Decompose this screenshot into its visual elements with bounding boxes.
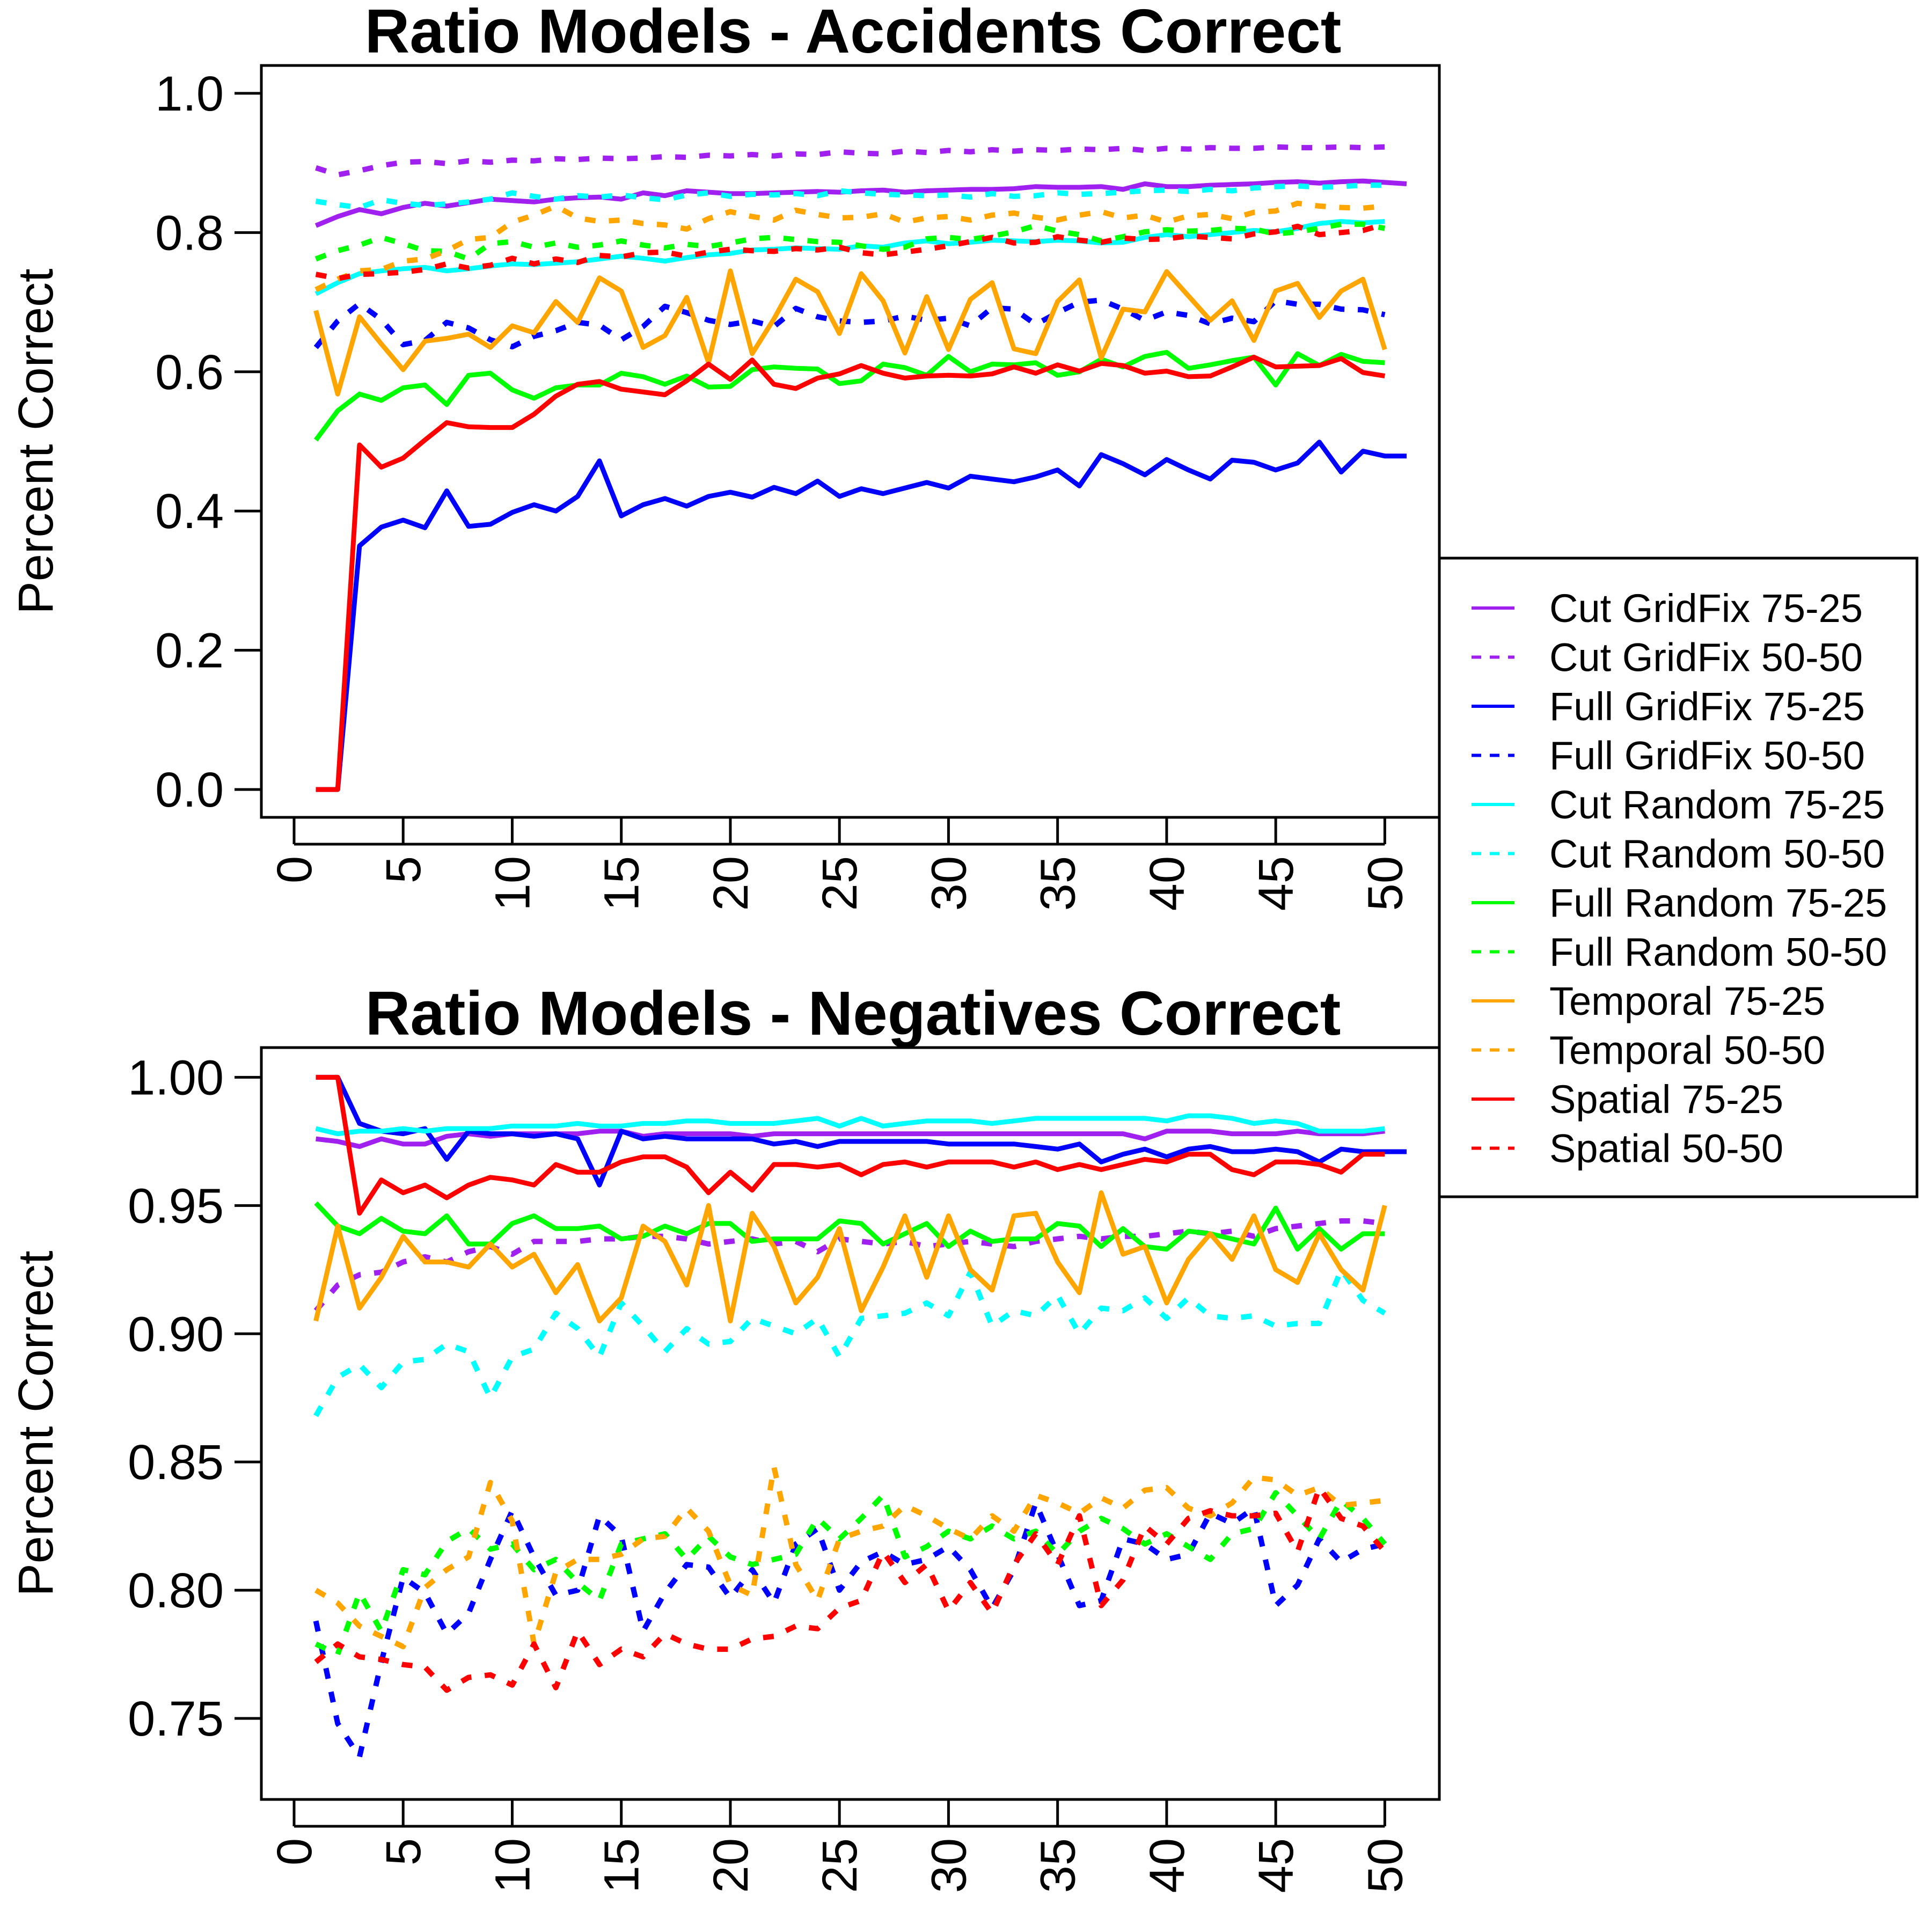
x-tick-label: 10: [485, 1838, 540, 1893]
legend-label-full-random-50-50: Full Random 50-50: [1549, 930, 1887, 975]
legend-label-cut-random-50-50: Cut Random 50-50: [1549, 832, 1885, 876]
series-line-cut-random-50-50: [313, 1267, 1386, 1417]
x-tick-label: 45: [1249, 1838, 1304, 1893]
x-tick-label: 0: [267, 1838, 322, 1865]
legend-label-temporal-75-25: Temporal 75-25: [1549, 979, 1825, 1023]
legend-label-temporal-50-50: Temporal 50-50: [1549, 1028, 1825, 1073]
series-line-full-random-75-25: [313, 350, 1385, 442]
y-axis-label: Percent Correct: [9, 268, 63, 614]
x-tick-label: 5: [376, 856, 431, 883]
series-line-temporal-50-50: [314, 200, 1385, 292]
series-line-spatial-50-50: [315, 221, 1386, 281]
chart-title: Ratio Models - Accidents Correct: [365, 0, 1342, 66]
y-axis-label: Percent Correct: [9, 1250, 63, 1596]
x-tick-label: 20: [704, 856, 758, 911]
x-tick-label: 45: [1249, 856, 1304, 911]
y-tick-label: 0.95: [128, 1179, 224, 1233]
x-tick-label: 30: [921, 1838, 976, 1893]
series-line-full-random-75-25: [314, 1201, 1385, 1252]
y-tick-label: 0.2: [155, 624, 224, 678]
x-tick-label: 35: [1031, 856, 1086, 911]
series-line-temporal-75-25: [313, 1190, 1387, 1323]
x-tick-label: 30: [921, 856, 976, 911]
x-tick-label: 40: [1140, 856, 1195, 911]
y-tick-label: 0.0: [155, 763, 224, 817]
series-line-cut-random-75-25: [315, 1113, 1385, 1137]
x-tick-label: 15: [595, 856, 649, 911]
x-tick-label: 5: [376, 1838, 431, 1865]
x-tick-label: 10: [485, 856, 540, 911]
x-tick-label: 50: [1358, 1838, 1413, 1893]
x-tick-label: 25: [813, 856, 867, 911]
legend-label-full-gridfix-50-50: Full GridFix 50-50: [1549, 734, 1865, 778]
legend-box: [1438, 557, 1919, 1198]
series-group: [313, 1074, 1407, 1760]
series-line-cut-gridfix-75-25: [314, 178, 1407, 228]
x-tick-label: 25: [813, 1838, 867, 1893]
y-tick-label: 1.00: [128, 1050, 224, 1105]
x-tick-label: 50: [1358, 856, 1413, 911]
x-tick-label: 0: [267, 856, 322, 883]
series-line-spatial-75-25: [316, 355, 1386, 792]
x-tick-label: 15: [595, 1838, 649, 1893]
series-line-cut-gridfix-50-50: [315, 144, 1385, 178]
legend-label-cut-gridfix-75-25: Cut GridFix 75-25: [1549, 586, 1863, 631]
legend-label-cut-random-75-25: Cut Random 75-25: [1549, 782, 1885, 827]
legend-label-cut-gridfix-50-50: Cut GridFix 50-50: [1549, 635, 1863, 680]
y-tick-label: 0.90: [128, 1307, 224, 1362]
legend-label-spatial-50-50: Spatial 50-50: [1549, 1126, 1783, 1171]
series-line-full-gridfix-75-25: [316, 1074, 1407, 1188]
series-group: [313, 144, 1407, 792]
y-tick-label: 0.75: [128, 1692, 224, 1746]
series-line-full-gridfix-75-25: [316, 440, 1407, 792]
accidents-correct-chart: Ratio Models - Accidents Correct Percent …: [9, 0, 1441, 911]
y-tick-label: 0.8: [155, 206, 224, 260]
series-line-full-gridfix-50-50: [313, 1500, 1386, 1760]
y-tick-label: 1.0: [155, 67, 224, 121]
series-line-temporal-75-25: [313, 268, 1387, 397]
legend-label-full-gridfix-75-25: Full GridFix 75-25: [1549, 684, 1865, 729]
negatives-correct-chart: Ratio Models - Negatives Correct Percent …: [9, 978, 1441, 1893]
x-tick-label: 35: [1031, 1838, 1086, 1893]
chart-title: Ratio Models - Negatives Correct: [365, 978, 1341, 1048]
y-tick-label: 0.4: [155, 484, 224, 539]
x-tick-label: 40: [1140, 1838, 1195, 1893]
y-tick-label: 0.80: [128, 1563, 224, 1618]
legend-label-spatial-75-25: Spatial 75-25: [1549, 1077, 1783, 1122]
series-line-cut-random-50-50: [315, 182, 1385, 210]
series-line-spatial-50-50: [314, 1485, 1387, 1693]
legend-label-full-random-75-25: Full Random 75-25: [1549, 881, 1887, 925]
y-tick-label: 0.6: [155, 345, 224, 400]
series-line-full-random-50-50: [314, 1490, 1387, 1657]
series-line-spatial-75-25: [316, 1074, 1385, 1216]
x-tick-label: 20: [704, 1838, 758, 1893]
y-tick-label: 0.85: [128, 1435, 224, 1490]
